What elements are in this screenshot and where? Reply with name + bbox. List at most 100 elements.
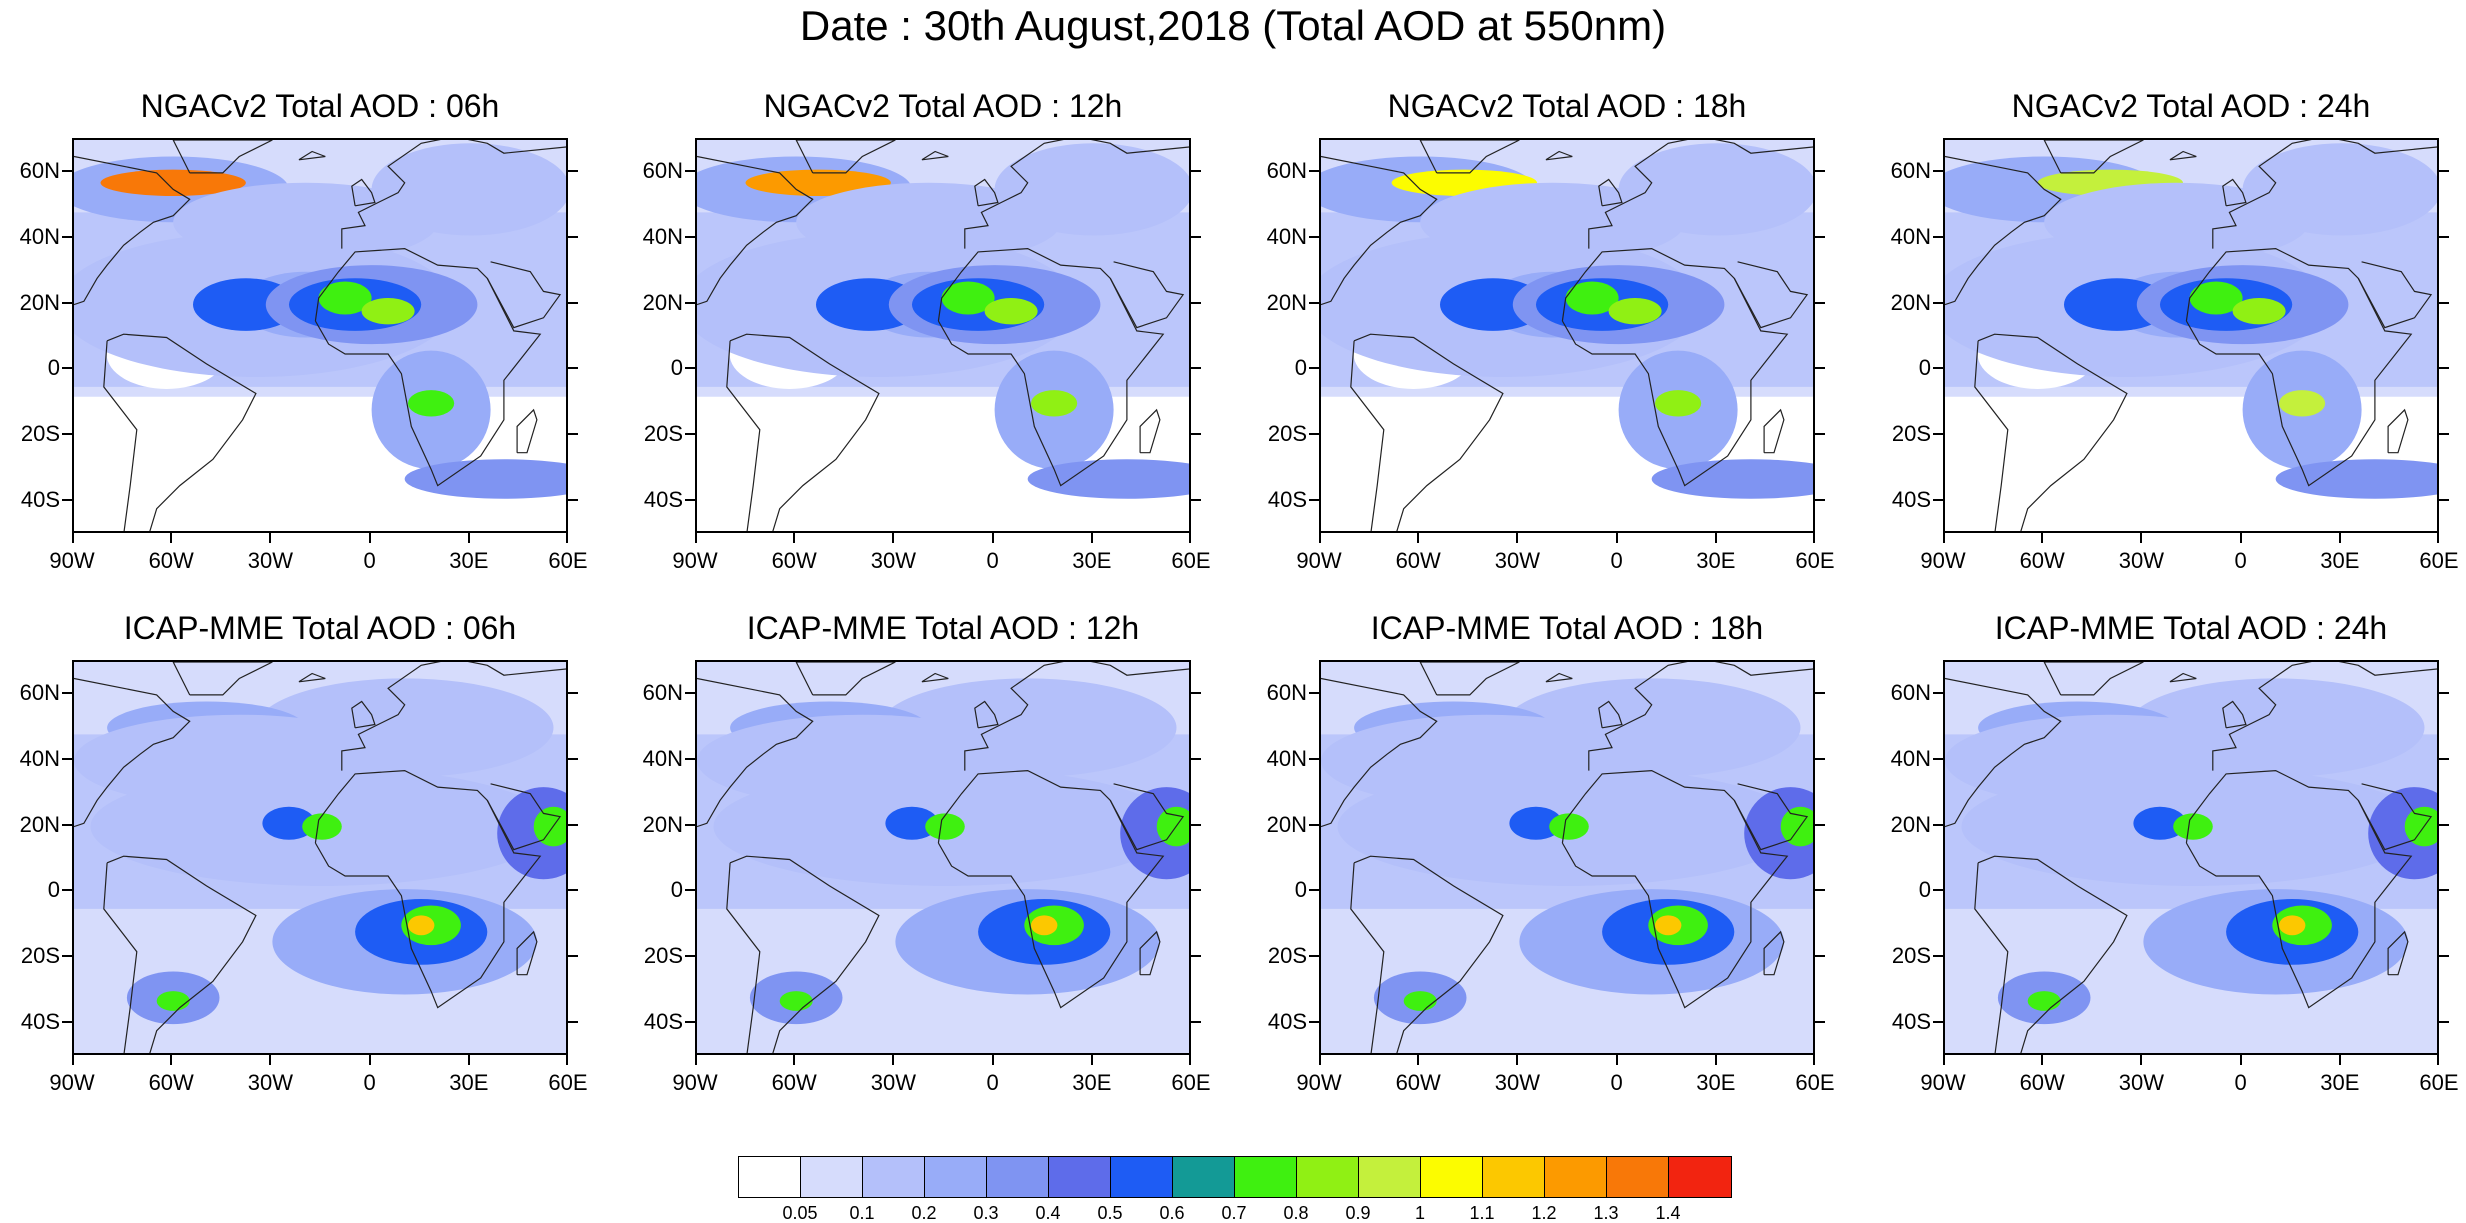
latitude-tick-label: 20S bbox=[643, 943, 683, 969]
coastline bbox=[795, 140, 896, 174]
coastline bbox=[341, 140, 566, 249]
latitude-tick bbox=[685, 1021, 695, 1024]
longitude-tick bbox=[1714, 1055, 1717, 1065]
aod-map bbox=[1943, 138, 2439, 533]
latitude-tick bbox=[685, 691, 695, 694]
longitude-tick-label: 30W bbox=[1494, 1070, 1541, 1095]
panel-title: NGACv2 Total AOD : 18h bbox=[1387, 88, 1747, 124]
coastline bbox=[1763, 930, 1785, 976]
coastline bbox=[921, 672, 949, 683]
longitude-tick-label: 30W bbox=[247, 1070, 294, 1095]
latitude-tick bbox=[2439, 367, 2449, 370]
coastline bbox=[1350, 333, 1504, 531]
longitude-tick-label: 60W bbox=[1395, 1070, 1441, 1095]
aerosol-plume bbox=[408, 915, 435, 936]
longitude-tick bbox=[2140, 1055, 2143, 1065]
longitude-tick bbox=[1615, 533, 1618, 543]
coastline bbox=[726, 855, 880, 1053]
latitude-tick bbox=[2439, 955, 2449, 958]
longitude-tick-label: 60W bbox=[2019, 548, 2065, 573]
colorbar-swatch bbox=[739, 1157, 801, 1197]
latitude-tick bbox=[1815, 235, 1825, 238]
coastline bbox=[974, 700, 999, 729]
latitude-tick-label: 40N bbox=[1890, 223, 1931, 249]
latitude-tick bbox=[1191, 757, 1201, 760]
latitude-tick bbox=[1191, 823, 1201, 826]
aod-field bbox=[1945, 662, 2437, 1053]
latitude-tick-label: 0 bbox=[1294, 355, 1307, 381]
latitude-tick bbox=[1815, 1021, 1825, 1024]
latitude-tick-label: 0 bbox=[1294, 877, 1307, 903]
longitude-tick bbox=[991, 1055, 994, 1065]
latitude-tick bbox=[568, 823, 578, 826]
latitude-tick bbox=[685, 955, 695, 958]
coastline bbox=[1733, 261, 1809, 329]
latitude-tick bbox=[2439, 823, 2449, 826]
latitude-tick-label: 60N bbox=[1890, 679, 1931, 705]
coastline bbox=[314, 769, 542, 1009]
latitude-tick-label: 40S bbox=[1267, 1009, 1307, 1035]
aod-map bbox=[1943, 660, 2439, 1055]
latitude-tick-label: 40S bbox=[1267, 487, 1307, 513]
aerosol-plume bbox=[2275, 459, 2437, 499]
aerosol-plume bbox=[2173, 813, 2213, 840]
aerosol-plume bbox=[262, 806, 316, 840]
latitude-tick bbox=[2439, 889, 2449, 892]
latitude-tick-label: 20S bbox=[20, 943, 60, 969]
longitude-tick-label: 30E bbox=[1696, 548, 1736, 573]
aerosol-plume bbox=[318, 281, 372, 315]
aerosol-plume bbox=[1403, 991, 1437, 1011]
figure-title: Date : 30th August,2018 (Total AOD at 55… bbox=[799, 2, 1667, 49]
aerosol-plume bbox=[1549, 813, 1589, 840]
longitude-tick-label: 60E bbox=[2419, 1070, 2459, 1095]
coastline bbox=[1733, 783, 1809, 851]
map-panel: NGACv2 Total AOD : 24h 60N 40N 20N 0 20S 40S 90… bbox=[1891, 88, 2459, 573]
coastline bbox=[2185, 769, 2413, 1009]
aerosol-plume bbox=[1509, 806, 1563, 840]
latitude-tick bbox=[1191, 169, 1201, 172]
aod-map bbox=[72, 660, 568, 1055]
aerosol-plume bbox=[1945, 714, 2276, 807]
latitude-tick bbox=[1309, 691, 1319, 694]
latitude-tick bbox=[1933, 499, 1943, 502]
longitude-tick bbox=[170, 533, 173, 543]
latitude-tick bbox=[2439, 499, 2449, 502]
aerosol-plume bbox=[1321, 714, 1652, 807]
latitude-tick-label: 40S bbox=[20, 487, 60, 513]
longitude-tick-label: 90W bbox=[1296, 548, 1342, 573]
longitude-tick bbox=[793, 1055, 796, 1065]
longitude-tick bbox=[368, 1055, 371, 1065]
longitude-tick bbox=[1417, 533, 1420, 543]
aerosol-plume bbox=[1027, 459, 1189, 499]
map-panel: ICAP-MME Total AOD : 24h 60N 40N 20N 0 20S 40S… bbox=[1891, 610, 2459, 1095]
map-panel: NGACv2 Total AOD : 12h 60N 40N 20N 0 20S 40S 90… bbox=[643, 88, 1211, 573]
coastline bbox=[298, 150, 326, 161]
aerosol-plume bbox=[100, 169, 246, 196]
latitude-tick bbox=[62, 889, 72, 892]
coastline bbox=[516, 408, 538, 454]
aerosol-plume bbox=[779, 991, 813, 1011]
aod-map bbox=[1319, 138, 1815, 533]
latitude-tick-label: 0 bbox=[1918, 877, 1931, 903]
aod-map bbox=[695, 660, 1191, 1055]
aerosol-plume bbox=[302, 813, 342, 840]
latitude-tick-label: 40N bbox=[19, 223, 60, 249]
longitude-tick bbox=[1319, 533, 1321, 543]
aerosol-plume bbox=[371, 143, 566, 236]
longitude-tick-label: 30E bbox=[1072, 548, 1112, 573]
longitude-tick-label: 60E bbox=[1795, 548, 1835, 573]
longitude-tick bbox=[695, 1055, 697, 1065]
latitude-tick bbox=[568, 757, 578, 760]
latitude-tick bbox=[685, 889, 695, 892]
longitude-tick bbox=[1516, 1055, 1519, 1065]
coastline bbox=[1139, 930, 1161, 976]
aod-field bbox=[697, 662, 1189, 1053]
aerosol-plume bbox=[941, 281, 995, 315]
colorbar-swatch bbox=[1359, 1157, 1421, 1197]
latitude-tick bbox=[2439, 691, 2449, 694]
longitude-tick-label: 60E bbox=[548, 1070, 588, 1095]
latitude-tick-label: 0 bbox=[47, 355, 60, 381]
latitude-tick bbox=[2439, 1021, 2449, 1024]
longitude-tick-label: 90W bbox=[49, 548, 95, 573]
longitude-tick-label: 60W bbox=[1395, 548, 1441, 573]
